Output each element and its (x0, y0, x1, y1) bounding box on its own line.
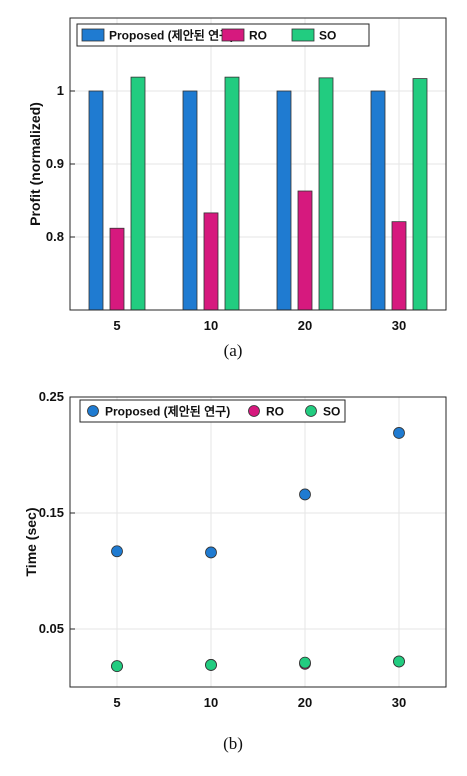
x-tick-label: 5 (113, 318, 120, 333)
legend-marker-so (305, 405, 317, 417)
point-proposed-10 (205, 546, 217, 559)
legend-marker-proposed (87, 405, 99, 417)
bar-proposed-30 (370, 90, 386, 311)
y-tick-label: 0.15 (39, 505, 64, 520)
bar-so-10 (224, 76, 240, 311)
bar-so-5 (130, 76, 146, 311)
x-tick-label: 30 (392, 318, 406, 333)
legend-label-ro: RO (249, 29, 267, 43)
x-tick-label: 20 (298, 318, 312, 333)
plot-area-frame (69, 396, 447, 688)
bar-ro-5 (109, 227, 125, 311)
points (111, 427, 405, 673)
y-axis-label: Profit (normalized) (27, 102, 43, 226)
legend: Proposed (제안된 연구) RO SO (79, 399, 346, 423)
bars (88, 76, 428, 311)
legend-label-so: SO (319, 29, 336, 43)
x-tick-label: 20 (298, 695, 312, 710)
point-proposed-20 (299, 488, 311, 501)
point-proposed-5 (111, 545, 123, 558)
x-tick-label: 10 (204, 695, 218, 710)
y-tick-label: 1 (57, 83, 64, 98)
legend-box (79, 399, 346, 423)
legend: Proposed (제안된 연구) RO SO (76, 23, 370, 47)
bar-so-20 (318, 77, 334, 311)
point-so-20 (299, 656, 311, 669)
y-axis-label: Time (sec) (23, 508, 39, 577)
plot-area-frame (69, 17, 447, 311)
x-tick-labels: 5 10 20 30 (113, 695, 406, 710)
legend-marker-ro (248, 405, 260, 417)
legend-label-ro: RO (266, 405, 284, 419)
time-scatter-chart: 0.05 0.15 0.25 5 10 20 30 Time (sec) Proposed… (23, 389, 447, 753)
grid-lines (70, 396, 446, 687)
caption-a: (a) (224, 341, 243, 360)
y-tick-label: 0.05 (39, 621, 64, 636)
y-tick-label: 0.9 (46, 156, 64, 171)
point-so-30 (393, 655, 405, 668)
legend-swatch-ro (221, 28, 245, 42)
x-tick-label: 10 (204, 318, 218, 333)
caption-b: (b) (223, 734, 243, 753)
x-tick-labels: 5 10 20 30 (113, 318, 406, 333)
legend-swatch-so (291, 28, 315, 42)
bar-ro-10 (203, 212, 219, 311)
point-so-5 (111, 660, 123, 673)
grid-lines (70, 18, 446, 310)
y-tick-labels: 0.8 0.9 1 (46, 83, 64, 244)
bar-proposed-10 (182, 90, 198, 311)
bar-proposed-5 (88, 90, 104, 311)
x-tick-label: 5 (113, 695, 120, 710)
bar-ro-30 (391, 221, 407, 311)
point-so-10 (205, 659, 217, 671)
legend-label-proposed: Proposed (제안된 연구) (109, 28, 234, 43)
legend-label-proposed: Proposed (제안된 연구) (105, 404, 230, 419)
y-tick-labels: 0.05 0.15 0.25 (39, 389, 64, 636)
legend-swatch-proposed (81, 28, 105, 42)
profit-bar-chart: 0.8 0.9 1 5 10 20 30 Profit (normalized) Prop… (27, 17, 447, 360)
legend-label-so: SO (323, 405, 340, 419)
bar-ro-20 (297, 190, 313, 311)
bar-proposed-20 (276, 90, 292, 311)
bar-so-30 (412, 78, 428, 311)
x-tick-label: 30 (392, 695, 406, 710)
point-proposed-30 (393, 427, 405, 439)
y-tick-label: 0.25 (39, 389, 64, 404)
y-tick-label: 0.8 (46, 229, 64, 244)
